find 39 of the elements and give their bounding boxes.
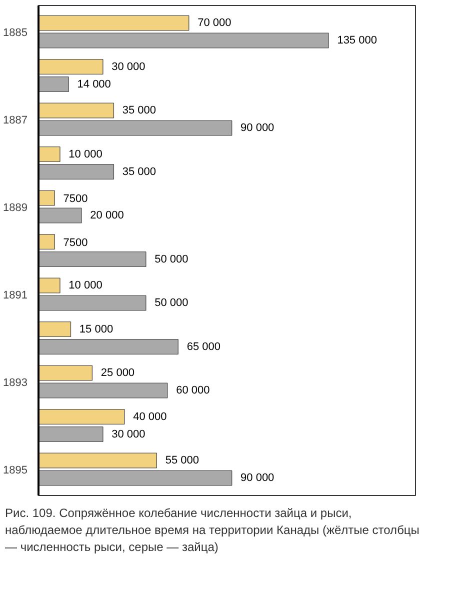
y-tick-label: 1889 xyxy=(3,202,28,214)
data-label: 70 000 xyxy=(198,17,232,29)
data-label: 90 000 xyxy=(240,472,274,484)
bar xyxy=(38,146,60,162)
y-tick-label: 1895 xyxy=(3,464,28,476)
bar xyxy=(38,338,178,355)
data-label: 14 000 xyxy=(77,78,111,90)
data-label: 25 000 xyxy=(100,367,135,379)
data-label: 30 000 xyxy=(112,428,146,440)
data-label: 50 000 xyxy=(154,297,188,309)
bar xyxy=(38,408,125,425)
bar xyxy=(38,58,104,75)
y-tick-label: 1887 xyxy=(3,114,28,126)
data-label: 15 000 xyxy=(79,323,114,336)
data-label: 35 000 xyxy=(122,104,156,116)
data-label: 60 000 xyxy=(176,384,210,396)
y-tick-label: 1885 xyxy=(3,26,28,39)
bar xyxy=(38,426,104,442)
data-label: 65 000 xyxy=(186,340,220,353)
data-label: 40 000 xyxy=(133,410,167,423)
data-label: 55 000 xyxy=(165,454,200,466)
data-label: 10 000 xyxy=(68,280,102,292)
y-tick-label: 1893 xyxy=(3,376,28,389)
bar xyxy=(38,234,55,250)
y-tick-label: 1891 xyxy=(3,289,28,302)
bar xyxy=(38,251,146,268)
text: Рис. 109. Сопряжённое колебание численности зайца и рыси, наблюдаемое длительное время на территории Канады (жёлтые столбцы — численность рыси, серые — зайца) xyxy=(5,505,420,556)
data-label: 30 000 xyxy=(112,60,146,73)
data-label: 50 000 xyxy=(154,253,188,266)
bar xyxy=(38,321,72,338)
data-label: 10 000 xyxy=(68,148,102,160)
data-label: 7500 xyxy=(63,193,88,205)
data-label: 35 000 xyxy=(122,166,156,178)
data-label: 20 000 xyxy=(90,210,124,222)
data-label: 90 000 xyxy=(240,122,274,134)
data-label: 7500 xyxy=(63,236,88,249)
bar xyxy=(38,164,114,180)
bar xyxy=(38,76,69,92)
data-label: 135 000 xyxy=(337,34,377,46)
